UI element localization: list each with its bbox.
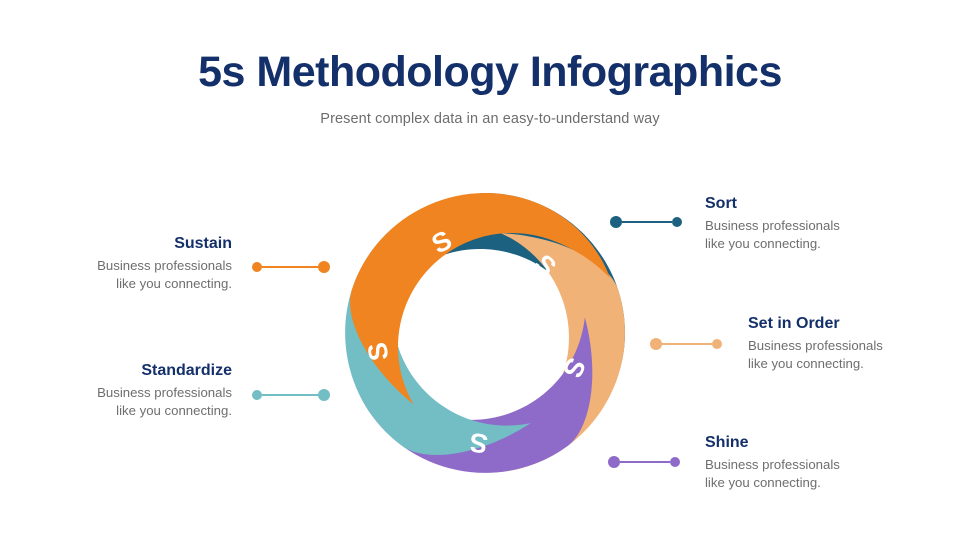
callout-desc-line-1: Business professionals xyxy=(705,457,840,472)
letter-s-sustain: S xyxy=(362,340,395,363)
callout-title: Sort xyxy=(705,195,737,212)
callout-title: Standardize xyxy=(141,362,232,379)
connector-line xyxy=(262,393,318,397)
callout-sort[interactable]: Sort Business professionals like you con… xyxy=(705,194,920,253)
callout-description: Business professionals like you connecti… xyxy=(705,456,920,492)
connector-dot-outer xyxy=(712,339,722,349)
callout-text: Sustain Business professionals like you … xyxy=(20,234,232,293)
connector-line xyxy=(662,342,712,346)
callout-desc-line-1: Business professionals xyxy=(748,338,883,353)
connector-dot-outer xyxy=(672,217,682,227)
callout-description: Business professionals like you connecti… xyxy=(748,337,963,373)
callout-text: Shine Business professionals like you co… xyxy=(705,433,920,492)
callout-standardize[interactable]: Standardize Business professionals like … xyxy=(20,361,232,420)
connector-line xyxy=(262,265,318,269)
swirl-center-hole xyxy=(438,286,532,380)
connector-dot-outer xyxy=(670,457,680,467)
swirl-diagram: S S S S S xyxy=(340,188,630,478)
callout-text: Standardize Business professionals like … xyxy=(20,361,232,420)
page-subtitle: Present complex data in an easy-to-under… xyxy=(320,111,660,128)
callout-description: Business professionals like you connecti… xyxy=(20,384,232,420)
connector-line xyxy=(622,220,672,224)
connector-dot-outer xyxy=(252,390,262,400)
connector-set-in-order xyxy=(650,338,722,350)
connector-sustain xyxy=(252,261,330,273)
callout-desc-line-1: Business professionals xyxy=(705,218,840,233)
connector-dot-inner xyxy=(318,261,330,273)
connector-dot-inner xyxy=(608,456,620,468)
callout-set-in-order[interactable]: Set in Order Business professionals like… xyxy=(748,314,963,373)
callout-title: Sustain xyxy=(174,235,232,252)
connector-dot-inner xyxy=(610,216,622,228)
callout-desc-line-1: Business professionals xyxy=(97,385,232,400)
callout-desc-line-1: Business professionals xyxy=(97,258,232,273)
connector-line xyxy=(620,460,670,464)
callout-desc-line-2: like you connecting. xyxy=(705,236,821,252)
connector-dot-inner xyxy=(650,338,662,350)
callout-sustain[interactable]: Sustain Business professionals like you … xyxy=(20,234,232,293)
connector-sort xyxy=(610,216,682,228)
callout-description: Business professionals like you connecti… xyxy=(705,217,920,253)
callout-title: Set in Order xyxy=(748,315,840,332)
callout-description: Business professionals like you connecti… xyxy=(20,257,232,293)
callout-desc-line-2: like you connecting. xyxy=(116,276,232,292)
page-title: 5s Methodology Infographics xyxy=(198,48,782,96)
letter-s-standardize: S xyxy=(468,427,490,459)
callout-text: Sort Business professionals like you con… xyxy=(705,194,920,253)
connector-dot-outer xyxy=(252,262,262,272)
callout-desc-line-2: like you connecting. xyxy=(116,403,232,419)
callout-desc-line-2: like you connecting. xyxy=(748,356,864,372)
callout-shine[interactable]: Shine Business professionals like you co… xyxy=(705,433,920,492)
connector-dot-inner xyxy=(318,389,330,401)
callout-desc-line-2: like you connecting. xyxy=(705,475,821,491)
connector-shine xyxy=(608,456,680,468)
connector-standardize xyxy=(252,389,330,401)
callout-title: Shine xyxy=(705,434,749,451)
callout-text: Set in Order Business professionals like… xyxy=(748,314,963,373)
header: 5s Methodology Infographics Present comp… xyxy=(0,48,980,127)
swirl-svg: S S S S S xyxy=(340,188,630,478)
